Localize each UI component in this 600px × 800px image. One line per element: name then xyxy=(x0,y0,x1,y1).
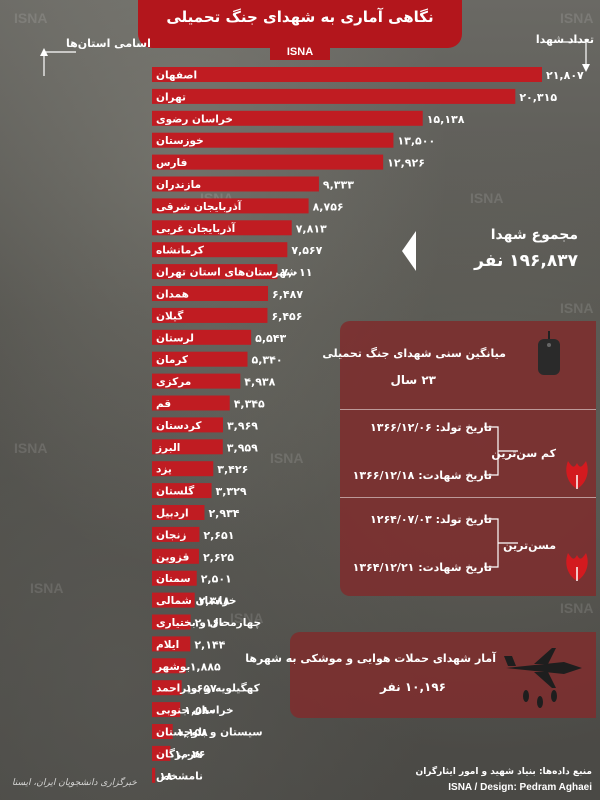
air-raid-label: آمار شهدای حملات هوایی و موشکی به شهرها xyxy=(245,652,496,665)
avg-age-label: میانگین سنی شهدای جنگ تحمیلی xyxy=(322,347,506,360)
watermark: ISNA xyxy=(200,190,234,206)
avg-age-value: ۲۳ سال xyxy=(390,373,436,387)
page-title: نگاهی آماری به شهدای جنگ تحمیلی xyxy=(166,8,434,26)
isna-logo: ISNA xyxy=(270,44,330,60)
youngest-birth-date: تاریخ تولد: ۱۳۶۶/۱۲/۰۶ xyxy=(370,421,492,434)
chevron-left-icon xyxy=(402,231,416,271)
watermark: ISNA xyxy=(30,580,64,596)
tulip-icon xyxy=(566,461,588,489)
divider xyxy=(340,409,596,410)
watermark: ISNA xyxy=(270,450,304,466)
total-value: ۱۹۶,۸۳۷ نفر xyxy=(474,251,578,271)
header-banner: نگاهی آماری به شهدای جنگ تحمیلی xyxy=(138,0,462,48)
source-note: منبع داده‌ها: بنیاد شهید و امور ایثارگرا… xyxy=(415,767,592,777)
oldest-martyrdom-date: تاریخ شهادت: ۱۳۶۴/۱۲/۲۱ xyxy=(352,561,492,574)
youngest-martyrdom-date: تاریخ شهادت: ۱۳۶۶/۱۲/۱۸ xyxy=(352,469,492,482)
fighter-jet-icon xyxy=(504,648,582,708)
watermark: ISNA xyxy=(470,190,504,206)
watermark: ISNA xyxy=(14,440,48,456)
stats-panel: میانگین سنی شهدای جنگ تحمیلی ۲۳ سال تاری… xyxy=(322,321,596,596)
bracket-icon xyxy=(484,426,518,476)
province-axis-label: اسامی استان‌ها xyxy=(66,37,151,50)
air-raid-panel: آمار شهدای حملات هوایی و موشکی به شهرها … xyxy=(245,632,596,718)
watermark: ISNA xyxy=(560,300,594,316)
arrow-down-icon xyxy=(560,41,590,72)
watermark: ISNA xyxy=(230,610,264,626)
agency-signature: خبرگزاری دانشجویان ایران، ایسنا xyxy=(12,778,137,788)
youngest-label: کم سن‌ترین xyxy=(491,447,556,460)
watermark: ISNA xyxy=(560,600,594,616)
arrow-up-icon xyxy=(40,48,76,76)
dog-tag-icon xyxy=(538,331,560,375)
oldest-label: مسن‌ترین xyxy=(503,539,556,552)
air-raid-value: ۱۰,۱۹۶ نفر xyxy=(380,680,446,694)
total-label: مجموع شهدا xyxy=(490,227,578,243)
tulip-icon xyxy=(566,553,588,581)
count-axis-label: تعداد شهدا xyxy=(535,33,594,46)
bracket-icon xyxy=(484,518,518,568)
divider xyxy=(340,497,596,498)
oldest-birth-date: تاریخ تولد: ۱۲۶۴/۰۷/۰۳ xyxy=(370,513,492,526)
watermark: ISNA xyxy=(560,10,594,26)
total-summary: مجموع شهدا ۱۹۶,۸۳۷ نفر xyxy=(400,225,590,280)
watermark: ISNA xyxy=(14,10,48,26)
design-credit: ISNA / Design: Pedram Aghaei xyxy=(448,782,592,793)
